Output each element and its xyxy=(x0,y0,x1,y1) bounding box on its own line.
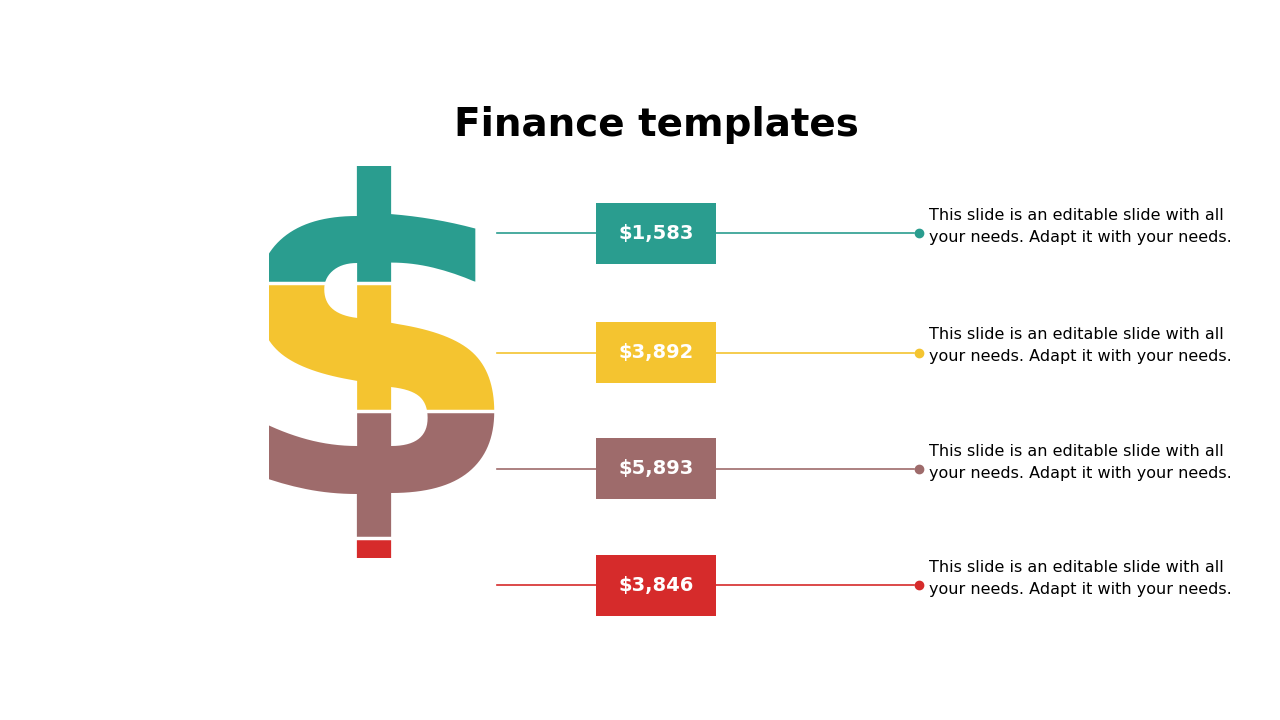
Text: $3,892: $3,892 xyxy=(618,343,694,362)
Text: $: $ xyxy=(224,166,524,584)
Text: $: $ xyxy=(224,166,524,584)
FancyBboxPatch shape xyxy=(596,555,716,616)
FancyBboxPatch shape xyxy=(596,322,716,383)
Text: $5,893: $5,893 xyxy=(618,459,694,478)
FancyBboxPatch shape xyxy=(596,203,716,264)
Text: Finance templates: Finance templates xyxy=(453,107,859,144)
Text: $: $ xyxy=(224,166,524,584)
Text: $: $ xyxy=(224,166,524,584)
Text: $1,583: $1,583 xyxy=(618,224,694,243)
Text: This slide is an editable slide with all
your needs. Adapt it with your needs.: This slide is an editable slide with all… xyxy=(929,560,1231,598)
Text: $3,846: $3,846 xyxy=(618,576,694,595)
FancyBboxPatch shape xyxy=(596,438,716,500)
Text: This slide is an editable slide with all
your needs. Adapt it with your needs.: This slide is an editable slide with all… xyxy=(929,208,1231,246)
Text: This slide is an editable slide with all
your needs. Adapt it with your needs.: This slide is an editable slide with all… xyxy=(929,444,1231,481)
Text: This slide is an editable slide with all
your needs. Adapt it with your needs.: This slide is an editable slide with all… xyxy=(929,328,1231,364)
